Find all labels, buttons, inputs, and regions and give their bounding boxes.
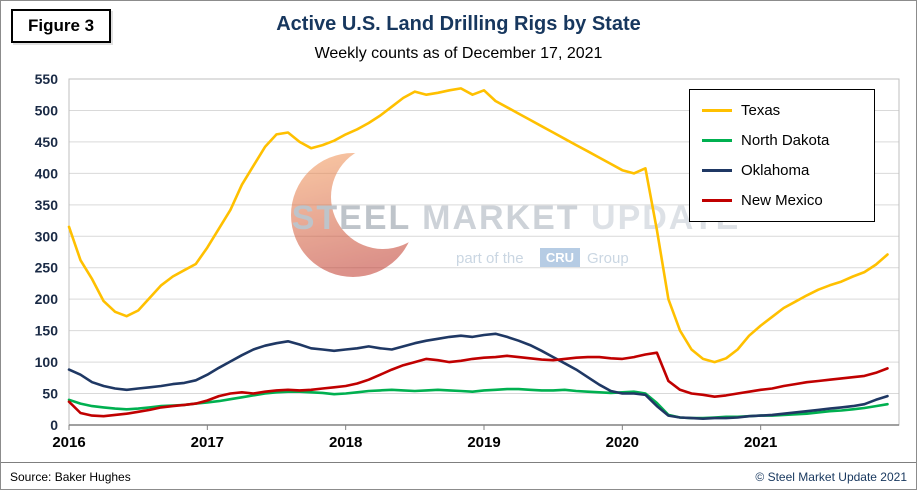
y-tick-label: 0	[50, 417, 58, 433]
footer-bar: Source: Baker Hughes © Steel Market Upda…	[1, 462, 916, 489]
copyright-text: © Steel Market Update 2021	[755, 470, 907, 484]
legend-color-swatch	[702, 109, 732, 112]
x-tick-label: 2016	[52, 434, 85, 451]
y-tick-label: 200	[35, 291, 59, 307]
line-chart: 0 50 100 150 200 250 300 350 400 450 500 550 STEEL …	[35, 71, 900, 451]
legend-item-north-dakota: North Dakota	[702, 132, 862, 149]
y-tick-label: 450	[35, 134, 59, 150]
y-tick-label: 50	[42, 386, 58, 402]
series-line-new-mexico	[67, 351, 889, 418]
legend-item-texas: Texas	[702, 102, 862, 119]
legend-label: North Dakota	[741, 132, 830, 149]
y-tick-label: 300	[35, 228, 59, 244]
legend-color-swatch	[702, 139, 732, 142]
y-tick-label: 400	[35, 165, 59, 181]
y-tick-label: 150	[35, 323, 59, 339]
source-credit: Source: Baker Hughes	[10, 470, 131, 484]
legend-label: New Mexico	[741, 192, 823, 209]
series-line-oklahoma	[67, 332, 889, 421]
watermark-group-text: Group	[587, 250, 629, 267]
chart-legend: Texas North Dakota Oklahoma New Mexico	[689, 89, 875, 222]
legend-label: Texas	[741, 102, 781, 119]
watermark-brand-text: STEEL MARKET UPDATE	[292, 199, 741, 237]
y-tick-label: 550	[35, 71, 59, 87]
x-tick-label: 2018	[329, 434, 362, 451]
y-tick-label: 100	[35, 354, 59, 370]
legend-label: Oklahoma	[741, 162, 810, 179]
chart-title: Active U.S. Land Drilling Rigs by State	[276, 13, 641, 35]
series-line-texas	[67, 87, 889, 364]
x-tick-label: 2019	[467, 434, 500, 451]
legend-item-new-mexico: New Mexico	[702, 192, 862, 209]
y-tick-label: 350	[35, 197, 59, 213]
x-tick-label: 2021	[744, 434, 777, 451]
cru-badge	[540, 248, 580, 267]
chart-subtitle: Weekly counts as of December 17, 2021	[314, 45, 603, 62]
y-tick-label: 250	[35, 260, 59, 276]
cru-badge-text: CRU	[546, 250, 574, 265]
figure-label: Figure 3	[28, 16, 95, 35]
legend-color-swatch	[702, 169, 732, 172]
legend-item-oklahoma: Oklahoma	[702, 162, 862, 179]
watermark-partof-text: part of the	[456, 250, 524, 267]
y-tick-label: 500	[35, 102, 59, 118]
legend-color-swatch	[702, 199, 732, 202]
smu-crescent-logo-icon	[291, 153, 415, 277]
watermark: STEEL MARKET UPDATE part of the CRU Grou…	[291, 153, 741, 277]
x-tick-label: 2020	[606, 434, 639, 451]
figure-label-box: Figure 3	[11, 9, 112, 43]
x-tick-label: 2017	[191, 434, 224, 451]
